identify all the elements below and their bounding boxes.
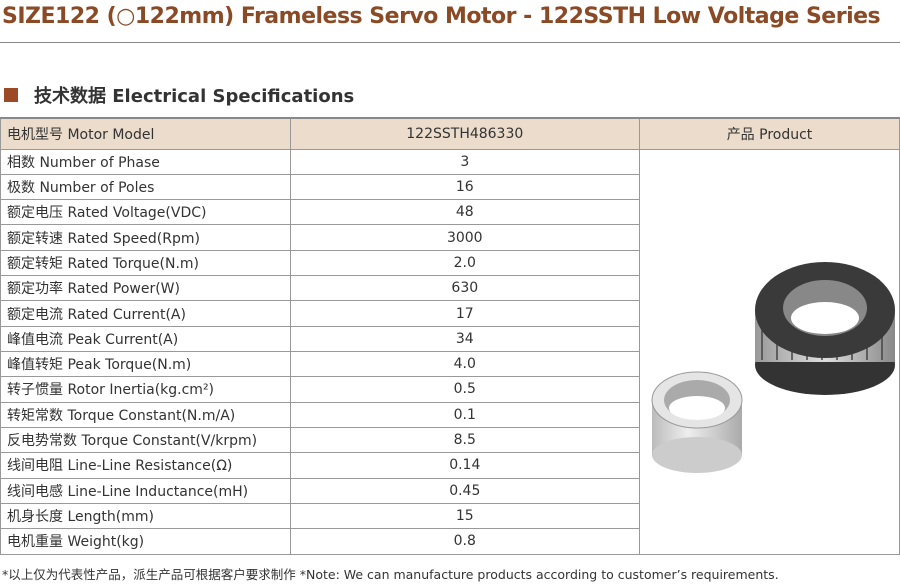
table-row: 转子惯量 Rotor Inertia(kg.cm²) 0.5 [0,376,900,403]
spec-value: 17 [289,300,640,327]
title-divider [0,42,900,43]
table-row: 额定转矩 Rated Torque(N.m) 2.0 [0,249,900,277]
spec-label: 额定功率 Rated Power(W) [0,275,291,302]
table-row: 额定电压 Rated Voltage(VDC) 48 [0,199,900,226]
spec-value: 16 [289,173,640,201]
spec-label: 转子惯量 Rotor Inertia(kg.cm²) [0,376,291,403]
spec-value: 0.5 [289,376,640,403]
spec-label: 相数 Number of Phase [0,148,291,175]
spec-label: 峰值转矩 Peak Torque(N.m) [0,350,291,378]
spec-label: 反电势常数 Torque Constant(V/krpm) [0,426,291,454]
table-row: 线间电感 Line-Line Inductance(mH) 0.45 [0,477,900,504]
rotor-ring [651,371,743,473]
spec-value: 0.45 [289,477,640,504]
spec-value: 0.8 [289,528,640,555]
header-model-value: 122SSTH486330 [289,117,640,150]
spec-value: 2.0 [289,249,640,277]
footnote: *以上仅为代表性产品，派生产品可根据客户要求制作 *Note: We can m… [2,567,779,582]
spec-value: 8.5 [289,426,640,454]
table-row: 峰值转矩 Peak Torque(N.m) 4.0 [0,350,900,378]
table-row: 额定转速 Rated Speed(Rpm) 3000 [0,224,900,251]
header-product: 产品 Product [638,117,900,150]
spec-value: 48 [289,199,640,226]
spec-value: 0.14 [289,452,640,479]
spec-value: 4.0 [289,350,640,378]
spec-value: 630 [289,275,640,302]
header-model-label: 电机型号 Motor Model [0,117,291,150]
spec-label: 极数 Number of Poles [0,173,291,201]
spec-label: 额定转矩 Rated Torque(N.m) [0,249,291,277]
spec-value: 0.1 [289,401,640,428]
table-header-row: 电机型号 Motor Model 122SSTH486330 产品 Produc… [0,117,900,150]
spec-label: 线间电感 Line-Line Inductance(mH) [0,477,291,504]
section-title: 技术数据 Electrical Specifications [34,86,355,107]
spec-value: 3 [289,148,640,175]
table-row: 线间电阻 Line-Line Resistance(Ω) 0.14 [0,452,900,479]
spec-label: 转矩常数 Torque Constant(N.m/A) [0,401,291,428]
spec-label: 额定电流 Rated Current(A) [0,300,291,327]
spec-value: 3000 [289,224,640,251]
page-title: SIZE122 (○122mm) Frameless Servo Motor -… [2,4,881,29]
table-row: 额定电流 Rated Current(A) 17 [0,300,900,327]
product-image [638,148,900,555]
spec-label: 峰值电流 Peak Current(A) [0,325,291,353]
spec-table: 电机型号 Motor Model 122SSTH486330 产品 Produc… [0,117,900,555]
table-row: 额定功率 Rated Power(W) 630 [0,275,900,302]
spec-label: 机身长度 Length(mm) [0,502,291,530]
section-heading: 技术数据 Electrical Specifications [4,82,354,108]
spec-value: 34 [289,325,640,353]
spec-label: 额定电压 Rated Voltage(VDC) [0,199,291,226]
table-row: 相数 Number of Phase 3 [0,148,900,555]
spec-label: 电机重量 Weight(kg) [0,528,291,555]
spec-label: 线间电阻 Line-Line Resistance(Ω) [0,452,291,479]
spec-label: 额定转速 Rated Speed(Rpm) [0,224,291,251]
table-row: 机身长度 Length(mm) 15 [0,502,900,530]
spec-value: 15 [289,502,640,530]
stator-ring [755,261,896,395]
table-row: 极数 Number of Poles 16 [0,173,900,201]
square-bullet-icon [4,88,18,102]
motor-image-icon [651,261,896,473]
table-row: 电机重量 Weight(kg) 0.8 [0,528,900,555]
